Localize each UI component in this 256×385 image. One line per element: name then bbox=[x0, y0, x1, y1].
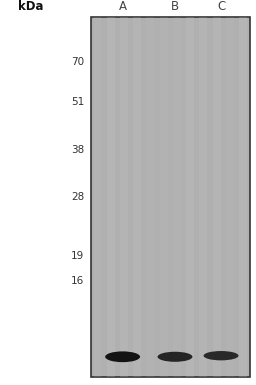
Text: 51: 51 bbox=[71, 97, 84, 107]
Bar bbox=[186, 17, 194, 377]
Bar bbox=[120, 17, 128, 377]
Bar bbox=[173, 17, 181, 377]
Bar bbox=[212, 17, 220, 377]
Text: 28: 28 bbox=[71, 192, 84, 202]
Text: C: C bbox=[217, 0, 225, 13]
Ellipse shape bbox=[204, 351, 239, 360]
Text: kDa: kDa bbox=[18, 0, 44, 13]
Bar bbox=[160, 17, 168, 377]
Bar bbox=[91, 17, 250, 377]
Text: 70: 70 bbox=[71, 57, 84, 67]
Bar bbox=[226, 17, 234, 377]
Bar bbox=[239, 17, 247, 377]
Ellipse shape bbox=[157, 352, 193, 362]
Ellipse shape bbox=[105, 352, 140, 362]
Text: 38: 38 bbox=[71, 145, 84, 155]
Bar bbox=[146, 17, 154, 377]
Bar bbox=[133, 17, 141, 377]
Text: 16: 16 bbox=[71, 276, 84, 286]
Text: A: A bbox=[119, 0, 127, 13]
Text: 19: 19 bbox=[71, 251, 84, 261]
Bar bbox=[199, 17, 207, 377]
Bar bbox=[107, 17, 115, 377]
Bar bbox=[93, 17, 101, 377]
Text: B: B bbox=[171, 0, 179, 13]
